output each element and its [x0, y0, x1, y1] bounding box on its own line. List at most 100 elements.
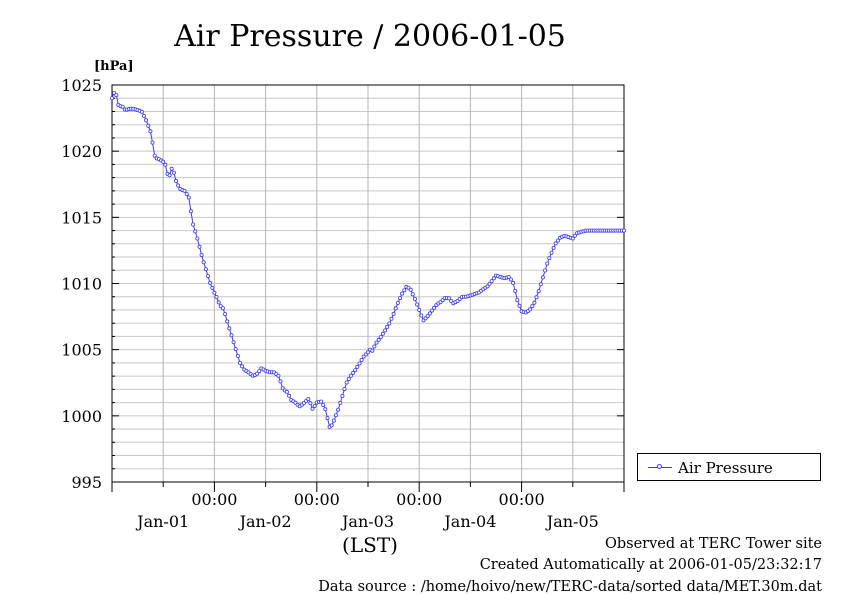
data-point	[429, 308, 434, 313]
data-point	[359, 357, 364, 362]
data-point	[216, 300, 221, 305]
data-point	[110, 96, 115, 101]
data-point	[547, 256, 552, 261]
data-point	[532, 300, 537, 305]
data-point	[447, 296, 452, 301]
x-date-label: Jan-05	[545, 512, 599, 531]
x-date-label: Jan-02	[238, 512, 292, 531]
data-point	[342, 387, 347, 392]
data-point	[549, 250, 554, 255]
legend-label: Air Pressure	[678, 459, 773, 477]
chart-title: Air Pressure / 2006-01-05	[173, 19, 566, 54]
data-point	[331, 418, 336, 423]
data-point	[225, 319, 230, 324]
data-point	[336, 407, 341, 412]
data-point	[395, 300, 400, 305]
data-point	[312, 403, 317, 408]
data-point	[195, 236, 200, 241]
data-point	[410, 292, 415, 297]
data-point	[287, 393, 292, 398]
data-point	[508, 277, 513, 282]
footer-created: Created Automatically at 2006-01-05/23:3…	[479, 557, 822, 573]
data-point	[402, 288, 407, 293]
data-point	[323, 407, 328, 412]
data-point	[276, 373, 281, 378]
data-point	[284, 389, 289, 394]
data-point	[408, 287, 413, 292]
data-point	[551, 245, 556, 250]
data-point	[321, 402, 326, 407]
data-point	[380, 331, 385, 336]
y-unit-label: [hPa]	[94, 59, 134, 74]
data-point	[389, 316, 394, 321]
data-point	[528, 307, 533, 312]
data-point	[427, 311, 432, 316]
data-point	[171, 170, 176, 175]
data-point	[182, 188, 187, 193]
data-point	[487, 281, 492, 286]
data-point	[150, 140, 155, 145]
gridlines	[112, 85, 624, 482]
data-point	[353, 368, 358, 373]
data-point	[515, 297, 520, 302]
data-point	[553, 241, 558, 246]
x-date-label: Jan-01	[135, 512, 189, 531]
footer-source: Data source : /home/hoivo/new/TERC-data/…	[318, 579, 822, 595]
data-point	[419, 313, 424, 318]
data-point	[240, 364, 245, 369]
data-point	[572, 233, 577, 238]
data-point	[308, 401, 313, 406]
data-point	[333, 413, 338, 418]
data-point	[146, 123, 151, 128]
footer-site: Observed at TERC Tower site	[604, 536, 822, 552]
data-point	[163, 162, 168, 167]
data-point	[540, 275, 545, 280]
x-time-label: 00:00	[191, 490, 237, 509]
data-point	[393, 306, 398, 311]
data-point	[210, 285, 215, 290]
data-point	[543, 268, 548, 273]
data-point	[412, 296, 417, 301]
data-point	[536, 289, 541, 294]
data-point	[355, 364, 360, 369]
data-point	[120, 104, 125, 109]
data-point	[400, 291, 405, 296]
data-point	[306, 396, 311, 401]
y-tick-label: 1020	[61, 142, 102, 161]
data-point	[310, 406, 315, 411]
y-tick-label: 1025	[61, 76, 102, 95]
data-point	[385, 324, 390, 329]
y-tick-label: 1000	[61, 407, 102, 426]
data-point	[173, 178, 178, 183]
data-point	[114, 93, 119, 98]
data-point	[237, 360, 242, 365]
data-point	[425, 314, 430, 319]
data-point	[511, 280, 516, 285]
data-point	[570, 236, 575, 241]
data-point	[491, 276, 496, 281]
data-point	[383, 328, 388, 333]
data-point	[220, 306, 225, 311]
x-time-label: 00:00	[294, 490, 340, 509]
data-point	[391, 311, 396, 316]
legend-marker	[657, 464, 662, 469]
data-point	[530, 304, 535, 309]
data-point	[148, 129, 153, 134]
data-point	[622, 228, 627, 233]
data-point	[338, 400, 343, 405]
data-point	[227, 326, 232, 331]
data-point	[257, 369, 262, 374]
data-point	[357, 361, 362, 366]
x-axis-label: (LST)	[342, 533, 398, 557]
x-time-label: 00:00	[396, 490, 442, 509]
data-point	[513, 288, 518, 293]
data-point	[538, 282, 543, 287]
data-point	[374, 340, 379, 345]
data-point	[235, 353, 240, 358]
data-point	[169, 166, 174, 171]
data-point	[348, 373, 353, 378]
data-point	[208, 280, 213, 285]
data-point	[387, 321, 392, 326]
